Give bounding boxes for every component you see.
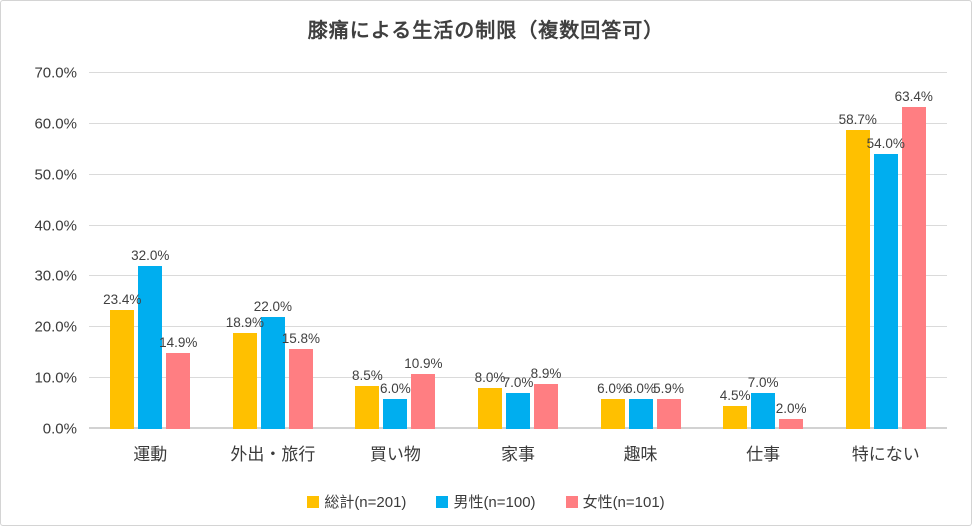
y-axis-tick-label: 50.0% xyxy=(34,166,77,184)
bar: 18.9% xyxy=(226,315,264,429)
legend-item: 総計(n=201) xyxy=(307,491,406,512)
bar-value-label: 8.9% xyxy=(530,365,562,381)
bar: 5.9% xyxy=(653,381,684,429)
bar: 10.9% xyxy=(404,356,443,429)
bar-value-label: 6.0% xyxy=(625,380,656,396)
category-label: 特にない xyxy=(851,445,920,464)
bar: 54.0% xyxy=(867,136,905,429)
y-axis-tick-label: 40.0% xyxy=(34,217,77,235)
bar: 4.5% xyxy=(720,388,751,429)
bar-group-4: 8.0% 7.0% 8.9% 家事 xyxy=(475,73,562,464)
bar: 7.0% xyxy=(748,375,779,429)
bar-value-label: 58.7% xyxy=(838,112,877,128)
bar-value-label: 22.0% xyxy=(253,299,292,315)
legend-label: 総計(n=201) xyxy=(324,494,407,511)
bar: 63.4% xyxy=(895,89,933,429)
bar-group-3: 8.5% 6.0% 10.9% 買い物 xyxy=(352,73,443,464)
legend-swatch-icon xyxy=(565,495,578,508)
bar: 7.0% xyxy=(503,375,533,429)
bar-value-label: 7.0% xyxy=(747,375,779,391)
bar: 8.5% xyxy=(352,368,383,429)
bar-value-label: 5.9% xyxy=(653,381,684,396)
gridline xyxy=(89,122,947,124)
bar: 6.0% xyxy=(597,381,628,429)
legend-item: 女性(n=101) xyxy=(565,491,665,512)
bar-value-label: 23.4% xyxy=(103,292,142,307)
category-label: 仕事 xyxy=(746,445,781,464)
bar-value-label: 6.0% xyxy=(597,380,628,396)
bar-group-2: 18.9% 22.0% 15.8% 外出・旅行 xyxy=(226,73,320,464)
bar-group-1: 23.4% 32.0% 14.9% 運動 xyxy=(103,73,197,464)
bar-value-label: 7.0% xyxy=(502,375,534,391)
y-axis-tick-label: 70.0% xyxy=(34,64,77,82)
plot-area: 0.0% 10.0% 20.0% 30.0% 40.0% 50.0% 60.0% 70.0% 2… xyxy=(34,65,947,465)
bar: 8.0% xyxy=(475,370,505,429)
category-label: 家事 xyxy=(501,445,535,464)
bar-group-7: 58.7% 54.0% 63.4% 特にない xyxy=(839,73,933,464)
gridline xyxy=(89,377,947,379)
bar: 22.0% xyxy=(254,299,292,429)
category-label: 外出・旅行 xyxy=(230,445,316,464)
bar: 15.8% xyxy=(282,331,320,429)
gridline xyxy=(89,326,947,328)
gridline xyxy=(89,72,947,73)
bar-group-6: 4.5% 7.0% 2.0% 仕事 xyxy=(720,73,807,464)
y-axis-tick-label: 20.0% xyxy=(34,318,77,336)
bar: 6.0% xyxy=(625,381,656,429)
legend: 総計(n=201) 男性(n=100) 女性(n=101) xyxy=(1,491,971,512)
bar: 2.0% xyxy=(776,401,807,429)
bar-value-label: 63.4% xyxy=(894,88,933,104)
bar-value-label: 18.9% xyxy=(225,314,264,330)
category-label: 買い物 xyxy=(369,445,421,464)
legend-swatch-icon xyxy=(436,495,449,508)
legend-swatch-icon xyxy=(307,495,320,508)
gridline xyxy=(89,224,947,226)
legend-item: 男性(n=100) xyxy=(436,491,536,512)
category-label: 趣味 xyxy=(623,445,658,464)
y-axis-tick-label: 0.0% xyxy=(42,420,77,438)
bar: 6.0% xyxy=(380,381,411,429)
category-label: 運動 xyxy=(133,445,168,464)
bar-value-label: 10.9% xyxy=(404,355,443,371)
bar-group-5: 6.0% 6.0% 5.9% 趣味 xyxy=(597,73,684,465)
legend-label: 女性(n=101) xyxy=(582,494,665,511)
bar: 32.0% xyxy=(131,248,169,429)
legend-label: 男性(n=100) xyxy=(453,494,536,511)
gridline xyxy=(89,275,947,277)
bar-value-label: 8.0% xyxy=(474,370,506,386)
bar-value-label: 15.8% xyxy=(281,330,320,346)
y-axis-tick-label: 60.0% xyxy=(34,115,77,133)
bar-value-label: 2.0% xyxy=(775,400,807,416)
bar-value-label: 14.9% xyxy=(159,335,198,351)
y-axis-tick-label: 10.0% xyxy=(34,369,77,387)
gridline xyxy=(89,173,947,175)
bar-value-label: 54.0% xyxy=(866,136,905,152)
bar: 8.9% xyxy=(531,366,561,429)
bar-value-label: 8.5% xyxy=(352,367,383,383)
bar-value-label: 4.5% xyxy=(719,388,751,404)
bar-value-label: 6.0% xyxy=(380,380,411,396)
bar: 14.9% xyxy=(159,335,197,429)
y-axis-tick-label: 30.0% xyxy=(34,267,77,285)
bar: 58.7% xyxy=(839,112,877,429)
chart-title: 膝痛による生活の制限（複数回答可） xyxy=(307,20,665,42)
bar: 23.4% xyxy=(103,292,141,429)
bar-value-label: 32.0% xyxy=(131,248,170,264)
